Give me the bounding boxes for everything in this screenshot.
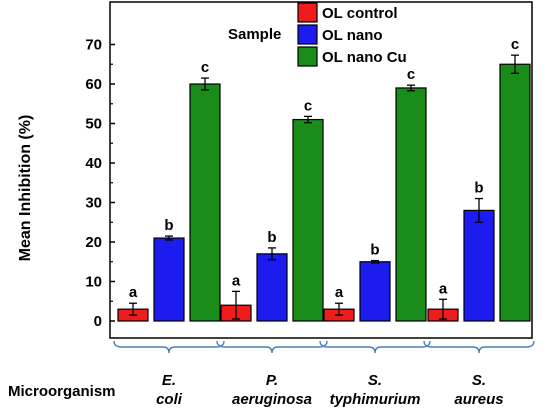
x-axis-title: Microorganism xyxy=(8,383,116,400)
y-tick-label: 40 xyxy=(85,155,102,172)
legend-label: OL nano xyxy=(322,27,383,44)
category-brace xyxy=(423,340,535,354)
significance-label: b xyxy=(267,229,276,246)
significance-label: c xyxy=(511,36,519,53)
category-brace xyxy=(216,340,328,354)
y-tick-label: 70 xyxy=(85,37,102,54)
significance-label: a xyxy=(232,272,241,289)
category-label-line1: S. xyxy=(368,372,382,389)
y-tick-label: 50 xyxy=(85,116,102,133)
significance-label: b xyxy=(164,217,173,234)
y-axis-title: Mean Inhibition (%) xyxy=(17,115,34,262)
bar xyxy=(153,237,185,322)
legend-swatch xyxy=(297,24,318,45)
significance-label: c xyxy=(304,97,312,114)
legend-swatch xyxy=(297,2,318,23)
legend-swatch xyxy=(297,46,318,67)
category-label-line2: aureus xyxy=(454,391,503,408)
category-label-line2: coli xyxy=(156,391,183,408)
category-label-line1: P. xyxy=(266,372,278,389)
y-tick-label: 30 xyxy=(85,195,102,212)
significance-label: c xyxy=(201,59,209,76)
bar xyxy=(256,253,288,322)
significance-label: b xyxy=(370,242,379,259)
legend-label: OL nano Cu xyxy=(322,49,407,66)
bar xyxy=(499,63,531,322)
significance-label: c xyxy=(407,66,415,83)
significance-label: a xyxy=(129,284,138,301)
bar xyxy=(463,209,495,322)
category-brace xyxy=(319,340,431,354)
y-tick-label: 0 xyxy=(94,313,102,330)
y-tick-label: 60 xyxy=(85,76,102,93)
y-tick-label: 20 xyxy=(85,234,102,251)
significance-label: a xyxy=(335,284,344,301)
significance-label: b xyxy=(474,180,483,197)
y-tick-label: 10 xyxy=(85,274,102,291)
category-label-line1: E. xyxy=(162,372,176,389)
legend-title: Sample xyxy=(228,26,281,43)
significance-label: a xyxy=(439,280,448,297)
bar xyxy=(189,83,221,322)
category-brace xyxy=(113,340,225,354)
category-label-line2: typhimurium xyxy=(330,391,421,408)
bar xyxy=(292,118,324,322)
bar xyxy=(395,87,427,322)
plot-frame xyxy=(109,1,533,339)
legend-label: OL control xyxy=(322,5,398,22)
category-label-line1: S. xyxy=(472,372,486,389)
category-label-line2: aeruginosa xyxy=(232,391,312,408)
bar xyxy=(359,261,391,322)
